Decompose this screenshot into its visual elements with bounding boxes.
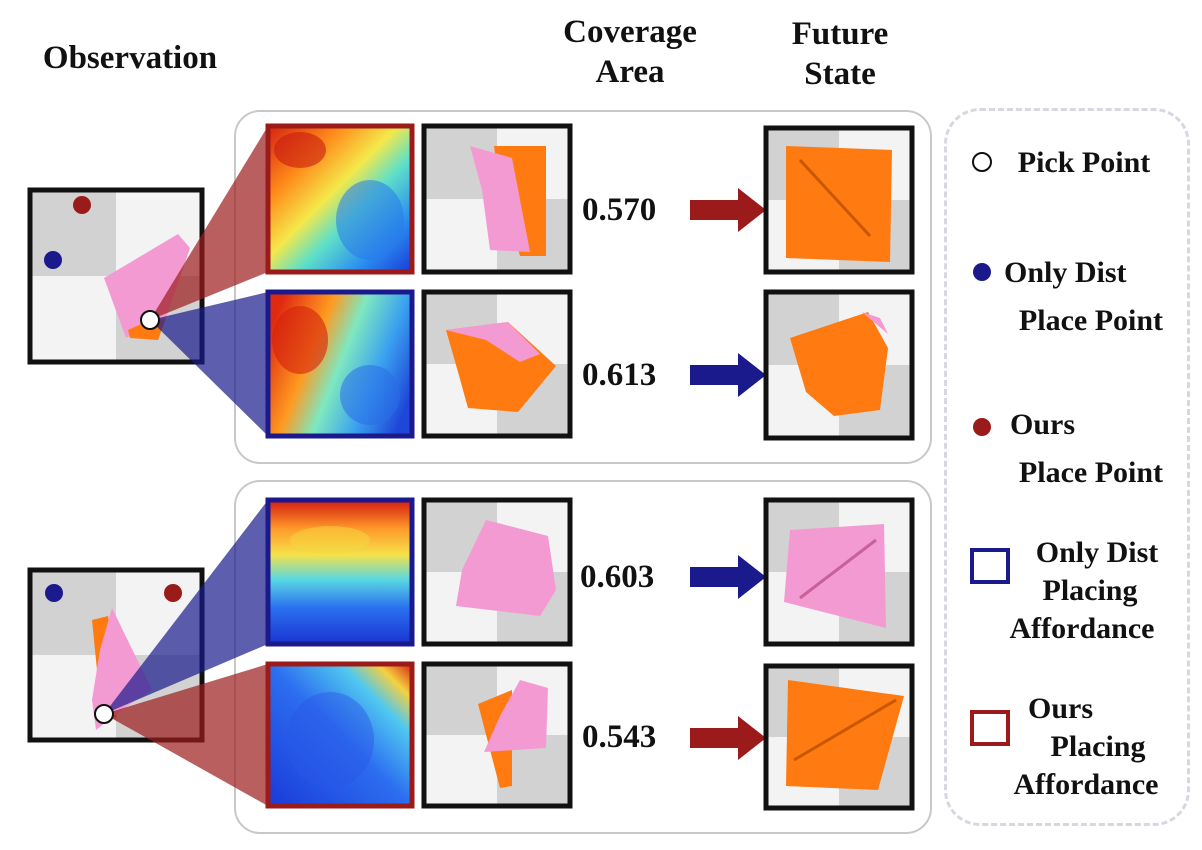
future-row3 [763,497,915,647]
legend-ours-place-line-1: Ours [1010,408,1076,441]
coverage-value-row2: 0.613 [582,357,657,393]
arrow-row2 [690,353,766,397]
legend-ours-afford-line-3: Affordance [1013,768,1159,801]
coverage-area-header: Coverage Area [540,12,720,92]
coverage-line-2: Area [595,54,665,90]
future-row2 [763,289,915,441]
heatmap-row3 [265,497,415,647]
future-line-1: Future [791,16,889,52]
coverage-value-row3: 0.603 [580,559,655,595]
pick-point-top [140,310,160,330]
coverage-line-1: Coverage [563,14,697,50]
ours-place-point-bottom [164,584,182,602]
heatmap-row2 [265,289,415,439]
heatmap-row1 [265,123,415,275]
pick-point-bottom [94,704,114,724]
ours-place-point-top [73,196,91,214]
future-row4 [763,663,915,811]
legend-only-dist-place-label: Only Dist Place Point [996,254,1186,340]
legend-ours-afford-icon [970,710,1010,746]
arrow-row4 [690,716,766,760]
future-row1 [763,125,915,275]
projection-blue-bottom [104,500,268,714]
projection-red-bottom [104,664,268,806]
legend-ours-afford-line-1: Ours [1028,692,1094,725]
legend-pick-point-label: Pick Point [1017,146,1151,179]
legend-pick-point-icon [972,152,992,172]
legend-only-dist-afford-label: Only Dist Placing Affordance [982,534,1182,648]
arrow-row3 [690,555,766,599]
legend-only-dist-afford-icon [970,548,1010,584]
projection-red-top [150,126,268,320]
coverage-value-row4: 0.543 [582,719,657,755]
placement-row2 [421,289,573,439]
cloth-observation-top [104,234,190,338]
arrow-row1 [690,188,766,232]
observation-header: Observation [42,40,218,76]
only-dist-place-point-top [44,251,62,269]
legend-ours-place-icon [973,418,991,436]
future-state-header: Future State [760,14,920,94]
heatmap-row4 [265,661,415,809]
only-dist-place-point-bottom [45,584,63,602]
legend-only-dist-place-line-2: Place Point [1018,304,1164,337]
legend-panel [944,108,1190,826]
legend-ours-place-label: Ours Place Point [996,406,1186,492]
legend-only-dist-afford-line-1: Only Dist [1035,536,1159,569]
placement-row1 [421,123,573,275]
placement-row3 [421,497,573,647]
legend-only-dist-place-line-1: Only Dist [1004,256,1127,289]
projection-blue-top [150,292,268,436]
placement-row4 [421,661,573,809]
future-line-2: State [804,56,876,92]
legend-ours-afford-line-2: Placing [1050,730,1146,763]
legend-ours-afford-label: Ours Placing Affordance [986,690,1186,804]
legend-only-dist-afford-line-3: Affordance [1009,612,1155,645]
legend-only-dist-place-icon [973,263,991,281]
coverage-value-row1: 0.570 [582,192,657,228]
legend-only-dist-afford-line-2: Placing [1042,574,1138,607]
legend-ours-place-line-2: Place Point [1018,456,1164,489]
